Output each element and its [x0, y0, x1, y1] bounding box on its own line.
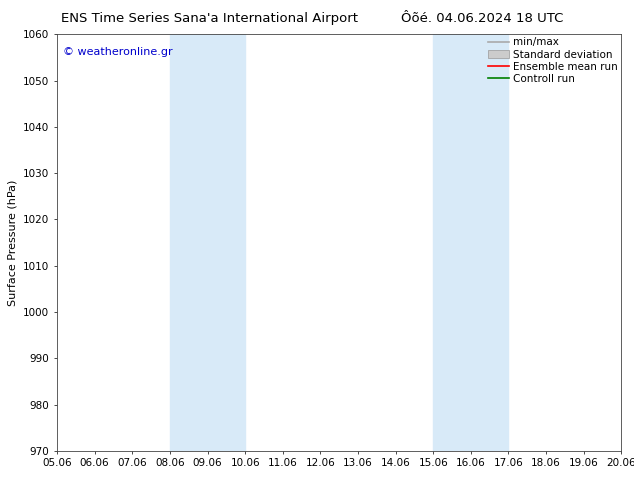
Bar	[433, 34, 508, 451]
Text: Ôõé. 04.06.2024 18 UTC: Ôõé. 04.06.2024 18 UTC	[401, 12, 563, 25]
Y-axis label: Surface Pressure (hPa): Surface Pressure (hPa)	[8, 179, 18, 306]
Text: © weatheronline.gr: © weatheronline.gr	[63, 47, 172, 57]
Text: ENS Time Series Sana'a International Airport: ENS Time Series Sana'a International Air…	[61, 12, 358, 25]
Bar	[170, 34, 245, 451]
Legend: min/max, Standard deviation, Ensemble mean run, Controll run: min/max, Standard deviation, Ensemble me…	[488, 37, 618, 84]
